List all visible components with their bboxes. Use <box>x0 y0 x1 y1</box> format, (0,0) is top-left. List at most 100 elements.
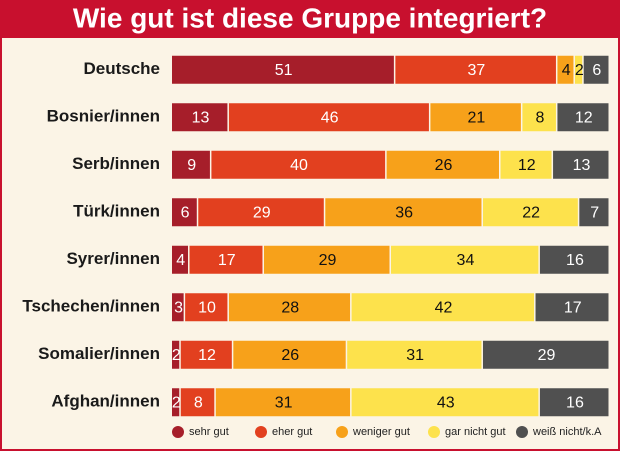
bar-segment <box>180 340 232 369</box>
legend-label: sehr gut <box>189 426 229 438</box>
bar-segment <box>325 198 482 227</box>
bar-segment <box>347 340 482 369</box>
bar-segment <box>198 198 324 227</box>
legend-label: eher gut <box>272 426 312 438</box>
bar-segment <box>557 103 609 132</box>
bar-segment <box>500 150 552 179</box>
value-label: 6 <box>181 204 190 221</box>
value-label: 6 <box>592 62 601 79</box>
value-label: 2 <box>172 347 181 364</box>
category-label: Somalier/innen <box>38 344 160 363</box>
value-label: 31 <box>275 394 293 411</box>
value-label: 26 <box>435 157 453 174</box>
value-label: 22 <box>522 204 540 221</box>
category-label: Deutsche <box>83 59 160 78</box>
title-banner <box>0 0 620 38</box>
bar-segment <box>263 245 390 274</box>
value-label: 3 <box>174 299 183 316</box>
value-label: 12 <box>518 157 536 174</box>
bar-segment <box>185 293 228 322</box>
value-label: 16 <box>566 252 584 269</box>
value-label: 2 <box>172 394 181 411</box>
bar-segment <box>574 55 583 84</box>
value-label: 13 <box>192 109 210 126</box>
legend-swatch <box>516 426 528 438</box>
category-label: Serb/innen <box>72 154 160 173</box>
bar-segment <box>539 245 609 274</box>
legend-label: weiß nicht/k.A <box>532 426 602 438</box>
bar-segment <box>172 245 189 274</box>
value-label: 10 <box>198 299 216 316</box>
bar-segment <box>482 340 609 369</box>
category-label: Tschechen/innen <box>22 297 160 316</box>
value-label: 12 <box>198 347 216 364</box>
chart-title: Wie gut ist diese Gruppe integriert? <box>73 2 547 33</box>
bar-segment <box>180 388 215 417</box>
value-label: 36 <box>395 204 413 221</box>
legend-swatch <box>428 426 440 438</box>
bar-segment <box>395 55 556 84</box>
bar-segment <box>215 388 351 417</box>
value-label: 42 <box>435 299 453 316</box>
category-label: Syrer/innen <box>66 249 160 268</box>
bar-segment <box>172 150 210 179</box>
category-label: Türk/innen <box>73 202 160 221</box>
legend-label: weniger gut <box>352 426 410 438</box>
bar-segment <box>539 388 609 417</box>
value-label: 4 <box>176 252 185 269</box>
bar-segment <box>557 55 574 84</box>
value-label: 31 <box>406 347 424 364</box>
value-label: 34 <box>457 252 475 269</box>
legend-swatch <box>172 426 184 438</box>
bar-segment <box>553 150 609 179</box>
value-label: 13 <box>573 157 591 174</box>
value-label: 17 <box>218 252 236 269</box>
legend-swatch <box>336 426 348 438</box>
value-label: 17 <box>564 299 582 316</box>
bar-segment <box>228 293 351 322</box>
bar-segment <box>228 103 429 132</box>
bar-segment <box>189 245 263 274</box>
value-label: 51 <box>275 62 293 79</box>
value-label: 8 <box>535 109 544 126</box>
value-label: 40 <box>290 157 308 174</box>
bar-segment <box>172 55 394 84</box>
value-label: 12 <box>575 109 593 126</box>
bar-segment <box>482 198 578 227</box>
legend-swatch <box>255 426 267 438</box>
value-label: 46 <box>321 109 339 126</box>
category-label: Bosnier/innen <box>47 107 160 126</box>
value-label: 43 <box>437 394 455 411</box>
bar-segment <box>172 198 197 227</box>
bar-segment <box>172 103 228 132</box>
value-label: 21 <box>468 109 486 126</box>
value-label: 2 <box>575 62 584 79</box>
value-label: 29 <box>538 347 556 364</box>
value-label: 29 <box>253 204 271 221</box>
value-label: 26 <box>281 347 299 364</box>
bar-segment <box>172 293 184 322</box>
bar-segment <box>430 103 521 132</box>
bar-segment <box>391 245 539 274</box>
bar-segment <box>351 293 535 322</box>
value-label: 4 <box>562 62 571 79</box>
bar-segment <box>522 103 556 132</box>
value-label: 28 <box>281 299 299 316</box>
bar-segment <box>583 55 609 84</box>
bar-segment <box>172 388 180 417</box>
value-label: 8 <box>194 394 203 411</box>
bar-segment <box>579 198 609 227</box>
legend-label: gar nicht gut <box>445 426 506 438</box>
category-label: Afghan/innen <box>51 392 160 411</box>
bar-segment <box>351 388 539 417</box>
value-label: 37 <box>468 62 486 79</box>
bar-segment <box>535 293 609 322</box>
bar-segment <box>233 340 346 369</box>
bar-segment <box>211 150 386 179</box>
value-label: 9 <box>187 157 196 174</box>
value-label: 7 <box>590 204 599 221</box>
value-label: 16 <box>566 394 584 411</box>
bar-segment <box>386 150 499 179</box>
bar-segment <box>172 340 180 369</box>
